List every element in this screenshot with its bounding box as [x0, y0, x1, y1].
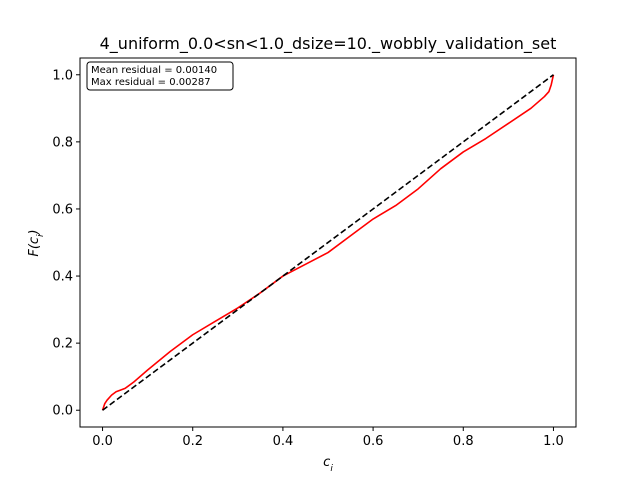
- x-axis: 0.0 0.2 0.4 0.6 0.8 1.0: [92, 427, 564, 449]
- x-tick-label: 0.0: [92, 434, 113, 449]
- y-tick-label: 0.4: [52, 270, 73, 285]
- x-tick-label: 0.2: [182, 434, 203, 449]
- reference-diagonal-line: [102, 74, 554, 411]
- y-tick-label: 0.6: [52, 202, 73, 217]
- x-tick-label: 1.0: [543, 434, 564, 449]
- plot-frame: [79, 57, 577, 428]
- y-axis-label: F(ci): [27, 229, 46, 256]
- y-tick-label: 1.0: [52, 68, 73, 83]
- y-tick-label: 0.8: [52, 135, 73, 150]
- x-tick-label: 0.8: [453, 434, 474, 449]
- x-axis-label: ci: [323, 455, 333, 474]
- y-tick-label: 0.0: [52, 404, 73, 419]
- y-tick-label: 0.2: [52, 337, 73, 352]
- chart-title: 4_uniform_0.0<sn<1.0_dsize=10._wobbly_va…: [100, 34, 557, 54]
- annotation-max-residual: Max residual = 0.00287: [91, 77, 211, 88]
- series-line-cdf: [101, 74, 555, 411]
- annotation-box: [86, 61, 234, 91]
- residual-annotation: Mean residual = 0.00140 Max residual = 0…: [86, 61, 234, 91]
- y-axis: 0.0 0.2 0.4 0.6 0.8 1.0: [52, 68, 80, 419]
- series-layer: [101, 74, 555, 411]
- annotation-mean-residual: Mean residual = 0.00140: [91, 65, 217, 76]
- x-tick-label: 0.4: [273, 434, 294, 449]
- x-tick-label: 0.6: [363, 434, 384, 449]
